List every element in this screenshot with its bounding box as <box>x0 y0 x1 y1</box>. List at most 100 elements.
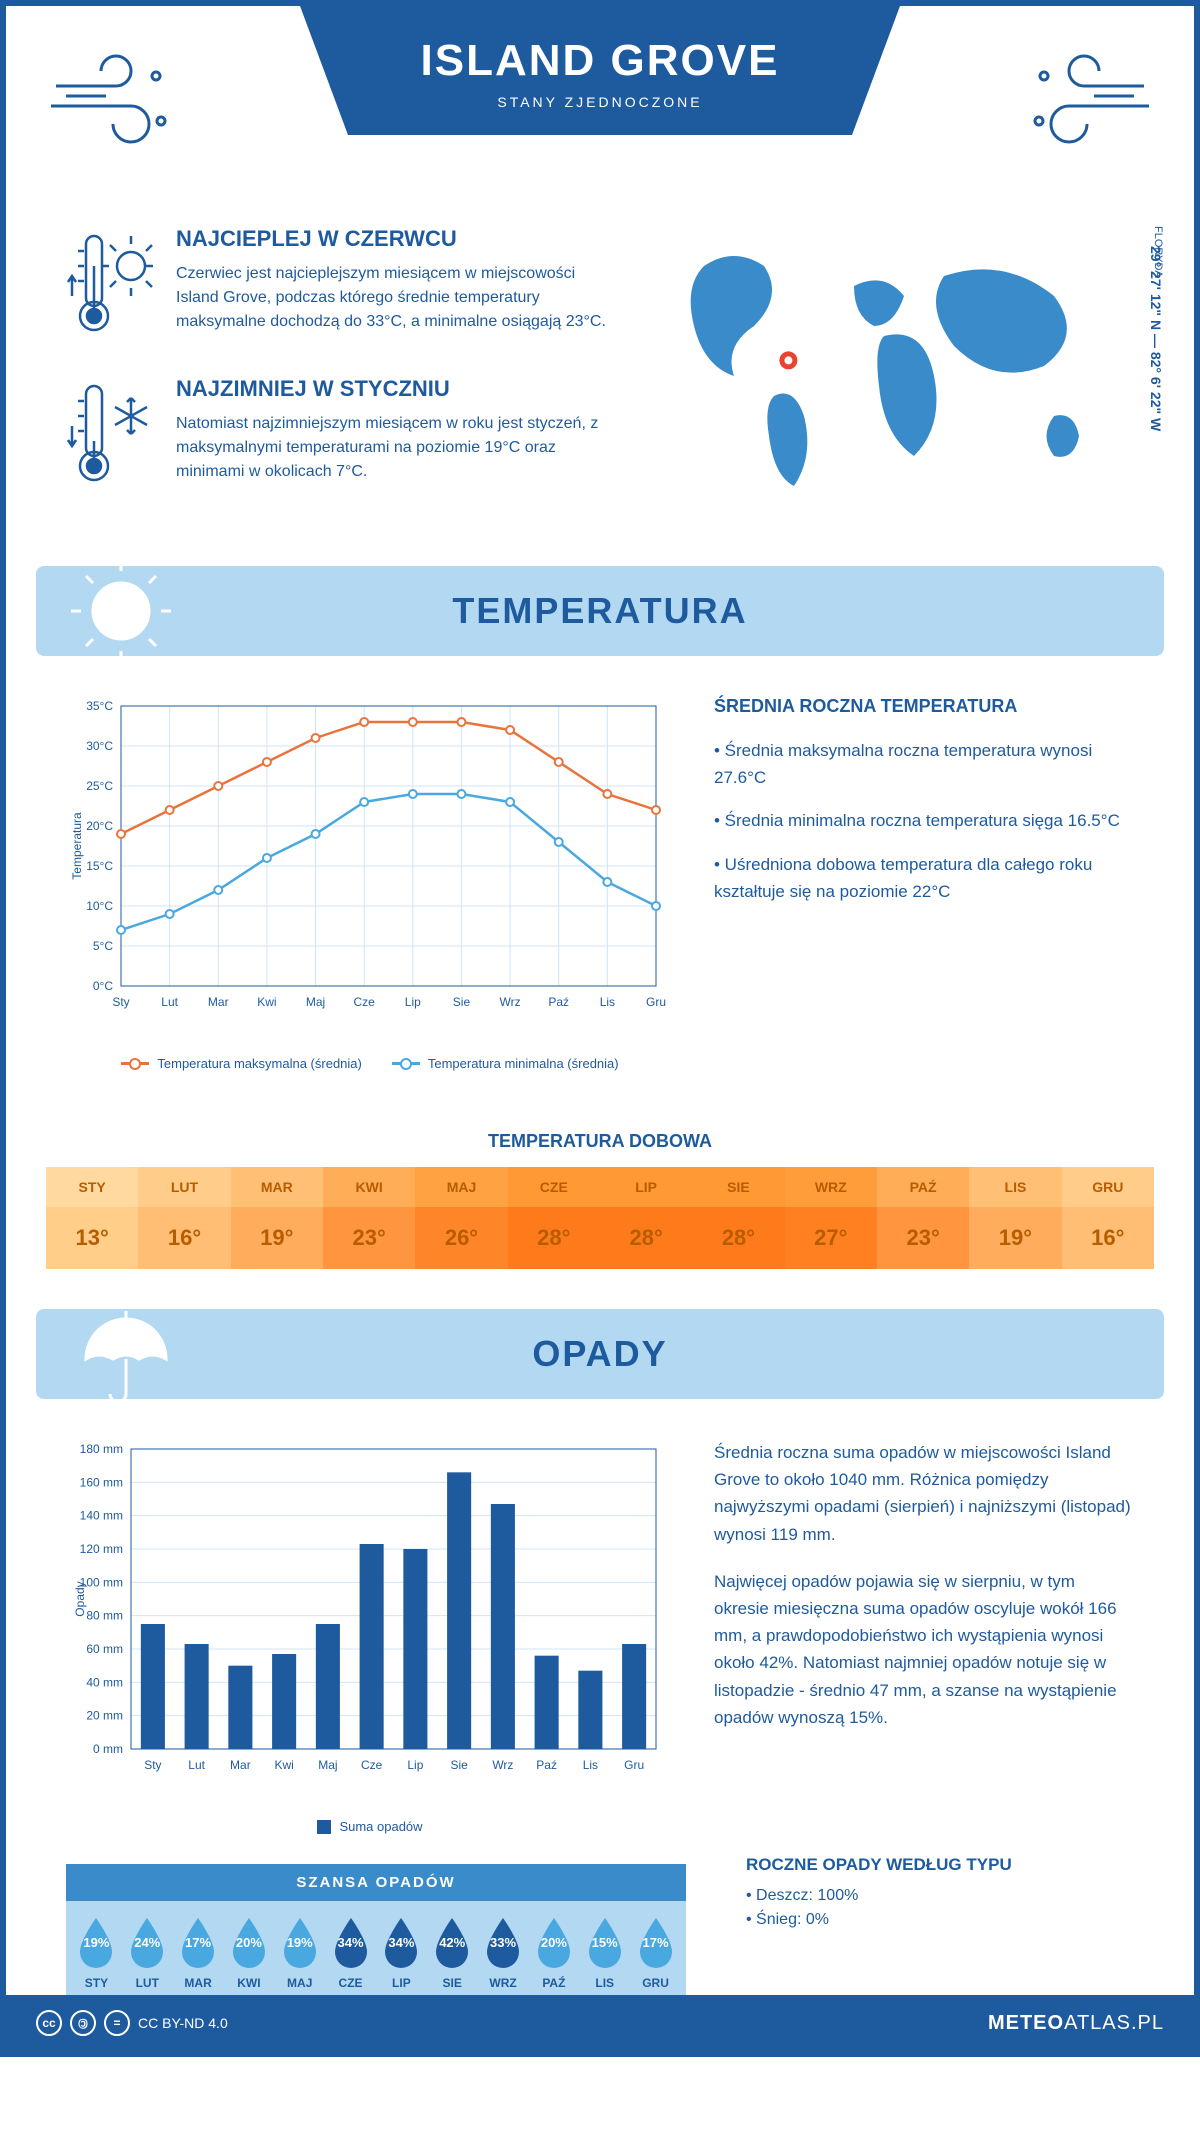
chance-cell: 24% LUT <box>122 1916 173 1990</box>
svg-text:0 mm: 0 mm <box>93 1742 123 1756</box>
precip-p1: Średnia roczna suma opadów w miejscowośc… <box>714 1439 1134 1548</box>
precip-section-title: OPADY <box>532 1333 667 1375</box>
svg-text:Sie: Sie <box>450 1758 468 1772</box>
coldest-title: NAJZIMNIEJ W STYCZNIU <box>176 376 614 402</box>
precip-section-header: OPADY <box>36 1309 1164 1399</box>
svg-text:Lip: Lip <box>407 1758 423 1772</box>
svg-text:160 mm: 160 mm <box>80 1475 123 1489</box>
coldest-text: Natomiast najzimniejszym miesiącem w rok… <box>176 412 614 484</box>
coldest-block: NAJZIMNIEJ W STYCZNIU Natomiast najzimni… <box>66 376 614 491</box>
precip-type-item: • Deszcz: 100% <box>746 1887 1134 1905</box>
chance-value: 42% <box>439 1935 465 1950</box>
svg-text:Lis: Lis <box>583 1758 598 1772</box>
raindrop-icon: 33% <box>482 1916 524 1968</box>
header: ISLAND GROVE STANY ZJEDNOCZONE <box>6 6 1194 206</box>
wind-icon <box>1014 46 1154 151</box>
svg-text:35°C: 35°C <box>86 699 113 713</box>
map-box: FLORYDA 29° 27' 12" N — 82° 6' 22" W <box>654 226 1134 526</box>
chance-box: SZANSA OPADÓW 19% STY 24% LUT 17% MAR 20… <box>66 1864 686 2005</box>
chance-title: SZANSA OPADÓW <box>66 1864 686 1901</box>
brand-light: ATLAS.PL <box>1064 2012 1164 2034</box>
temp-bullet: • Średnia maksymalna roczna temperatura … <box>714 737 1134 791</box>
svg-text:Lis: Lis <box>600 995 615 1009</box>
svg-text:180 mm: 180 mm <box>80 1442 123 1456</box>
chance-month: LIP <box>376 1976 427 1990</box>
legend-item: .legend-sw[style*='#e8743b']::after{bord… <box>121 1056 361 1071</box>
daily-month: MAR <box>231 1167 323 1207</box>
coords-label: 29° 27' 12" N — 82° 6' 22" W <box>1148 246 1164 431</box>
chance-cell: 20% PAŹ <box>528 1916 579 1990</box>
precip-type: ROCZNE OPADY WEDŁUG TYPU • Deszcz: 100%•… <box>686 1855 1194 1975</box>
chance-value: 20% <box>541 1935 567 1950</box>
chance-value: 15% <box>592 1935 618 1950</box>
chance-month: MAJ <box>274 1976 325 1990</box>
precip-content: 0 mm20 mm40 mm60 mm80 mm100 mm120 mm140 … <box>6 1399 1194 1864</box>
svg-text:Mar: Mar <box>208 995 229 1009</box>
temp-section-title: TEMPERATURA <box>452 590 747 632</box>
chance-cell: 20% KWI <box>223 1916 274 1990</box>
svg-text:Lip: Lip <box>405 995 421 1009</box>
chance-month: MAR <box>173 1976 224 1990</box>
precip-chart: 0 mm20 mm40 mm60 mm80 mm100 mm120 mm140 … <box>66 1439 674 1834</box>
daily-value: 27° <box>785 1207 877 1269</box>
daily-value: 16° <box>1062 1207 1154 1269</box>
svg-text:140 mm: 140 mm <box>80 1509 123 1523</box>
raindrop-icon: 24% <box>126 1916 168 1968</box>
temp-section-header: TEMPERATURA <box>36 566 1164 656</box>
umbrella-icon <box>66 1299 176 1414</box>
title-banner: ISLAND GROVE STANY ZJEDNOCZONE <box>300 6 900 135</box>
chance-value: 34% <box>388 1935 414 1950</box>
chance-cell: 19% STY <box>71 1916 122 1990</box>
daily-month: KWI <box>323 1167 415 1207</box>
chance-month: STY <box>71 1976 122 1990</box>
daily-month: CZE <box>508 1167 600 1207</box>
page-subtitle: STANY ZJEDNOCZONE <box>380 94 820 110</box>
chance-value: 19% <box>83 1935 109 1950</box>
precip-legend: Suma opadów <box>66 1819 674 1834</box>
chance-cell: 33% WRZ <box>478 1916 529 1990</box>
daily-cell: LUT16° <box>138 1167 230 1269</box>
daily-month: SIE <box>692 1167 784 1207</box>
svg-text:Wrz: Wrz <box>500 995 521 1009</box>
daily-cell: PAŹ23° <box>877 1167 969 1269</box>
temp-content: 0°C5°C10°C15°C20°C25°C30°C35°CStyLutMarK… <box>6 656 1194 1111</box>
daily-month: STY <box>46 1167 138 1207</box>
chance-cell: 19% MAJ <box>274 1916 325 1990</box>
raindrop-icon: 34% <box>330 1916 372 1968</box>
daily-month: GRU <box>1062 1167 1154 1207</box>
svg-text:Temperatura: Temperatura <box>70 812 84 880</box>
chance-month: LIS <box>579 1976 630 1990</box>
temp-info-title: ŚREDNIA ROCZNA TEMPERATURA <box>714 696 1134 717</box>
raindrop-icon: 17% <box>635 1916 677 1968</box>
svg-text:Paź: Paź <box>548 995 569 1009</box>
svg-text:Mar: Mar <box>230 1758 251 1772</box>
warmest-title: NAJCIEPLEJ W CZERWCU <box>176 226 614 252</box>
chance-month: WRZ <box>478 1976 529 1990</box>
raindrop-icon: 19% <box>279 1916 321 1968</box>
raindrop-icon: 20% <box>228 1916 270 1968</box>
warmest-text: Czerwiec jest najcieplejszym miesiącem w… <box>176 262 614 334</box>
daily-title: TEMPERATURA DOBOWA <box>6 1131 1194 1152</box>
info-section: NAJCIEPLEJ W CZERWCU Czerwiec jest najci… <box>6 206 1194 566</box>
chance-cell: 42% SIE <box>427 1916 478 1990</box>
svg-text:30°C: 30°C <box>86 739 113 753</box>
precip-p2: Najwięcej opadów pojawia się w sierpniu,… <box>714 1568 1134 1731</box>
svg-text:Sty: Sty <box>144 1758 161 1772</box>
sun-icon <box>66 556 176 671</box>
temp-chart: 0°C5°C10°C15°C20°C25°C30°C35°CStyLutMarK… <box>66 696 674 1071</box>
map-marker-icon <box>777 349 799 371</box>
svg-text:15°C: 15°C <box>86 859 113 873</box>
chance-cell: 34% CZE <box>325 1916 376 1990</box>
svg-text:10°C: 10°C <box>86 899 113 913</box>
svg-text:Cze: Cze <box>354 995 376 1009</box>
wind-icon <box>46 46 186 151</box>
svg-text:Paź: Paź <box>536 1758 557 1772</box>
brand: METEOATLAS.PL <box>988 2012 1164 2035</box>
svg-text:Gru: Gru <box>624 1758 644 1772</box>
daily-cell: KWI23° <box>323 1167 415 1269</box>
svg-text:120 mm: 120 mm <box>80 1542 123 1556</box>
license: cc 🄯 = CC BY-ND 4.0 <box>36 2010 228 2036</box>
svg-text:40 mm: 40 mm <box>86 1675 123 1689</box>
daily-cell: LIS19° <box>969 1167 1061 1269</box>
nd-icon: = <box>104 2010 130 2036</box>
